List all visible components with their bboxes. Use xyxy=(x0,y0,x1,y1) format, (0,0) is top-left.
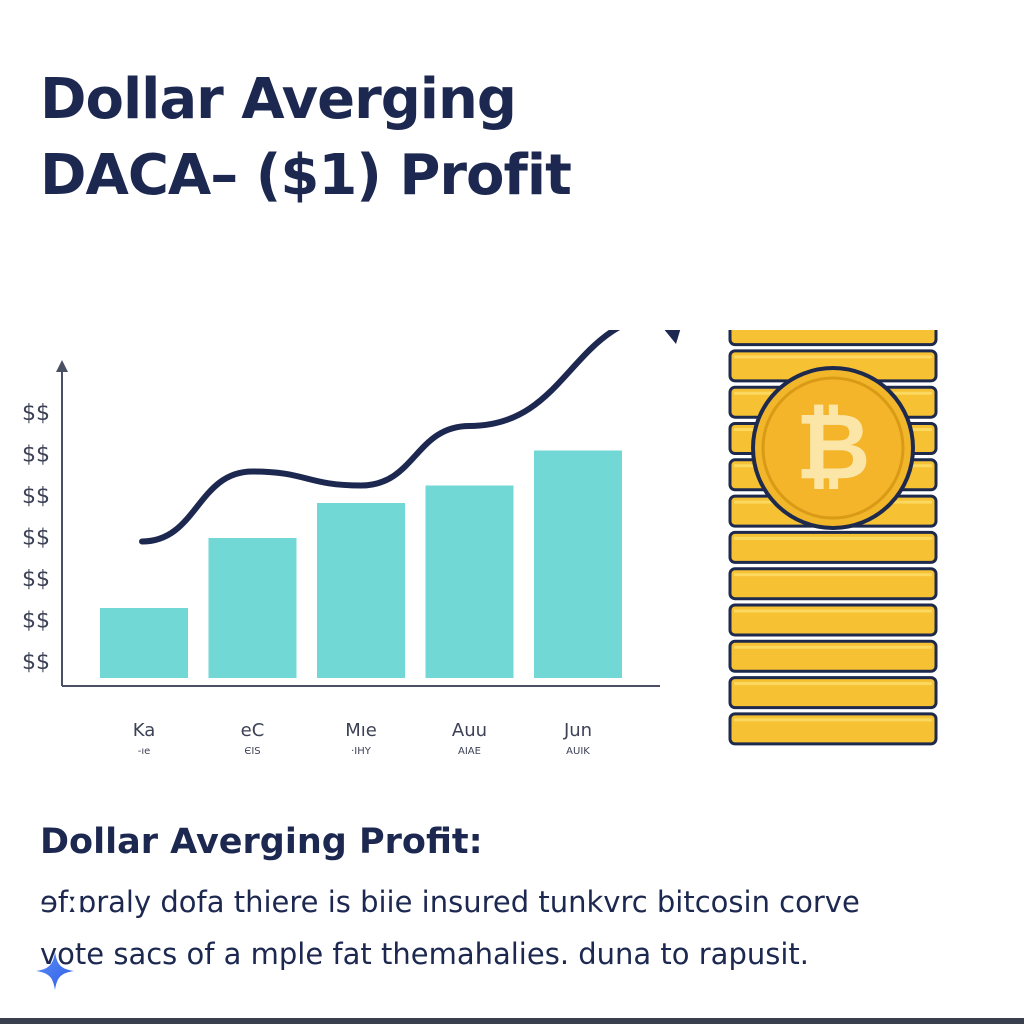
body-line-2: vote sacs of a mple fat themahalies. dun… xyxy=(40,937,809,971)
y-tick-label: $$ xyxy=(22,567,50,592)
coin xyxy=(728,330,938,347)
chart-bars xyxy=(100,450,622,678)
x-tick-sublabel: ·IHY xyxy=(351,746,372,757)
bar xyxy=(425,485,514,678)
trend-arrowhead xyxy=(664,330,681,344)
x-tick-label: Jun xyxy=(563,720,592,741)
trend-line-path xyxy=(139,330,621,545)
section-subtitle: Dollar Averging Profit: xyxy=(40,822,483,862)
section-body: ɘfːɒraly dofa thiere is biie insured tun… xyxy=(40,876,990,980)
y-tick-label: $$ xyxy=(22,401,50,426)
coin xyxy=(728,639,938,673)
bitcoin-coin-stack-icon: ₿ xyxy=(728,330,938,746)
coin xyxy=(728,712,938,746)
trend-line xyxy=(139,330,681,545)
x-tick-label: eC xyxy=(241,720,265,741)
bar xyxy=(208,538,297,678)
page-title-line-2: DACA– ($1) Profit xyxy=(40,143,572,208)
y-tick-label: $$ xyxy=(22,650,50,675)
bar-chart: $$ $$ $$ $$ $$ $$ $$ Ka -ıe eC ЄIS Mıe ·IHY Auu AIAE J… xyxy=(22,330,938,757)
y-tick-label: $$ xyxy=(22,526,50,551)
y-axis-tick-labels: $$ $$ $$ $$ $$ $$ $$ xyxy=(22,401,50,675)
page-title: Dollar Averging DACA– ($1) Profit xyxy=(40,62,572,214)
x-tick-sublabel: ЄIS xyxy=(244,746,260,757)
bar xyxy=(534,450,622,678)
coin xyxy=(728,603,938,637)
footer-rule xyxy=(0,1018,1024,1024)
x-tick-label: Auu xyxy=(452,720,487,741)
bar xyxy=(100,608,188,678)
sparkle-icon xyxy=(36,952,74,990)
coin xyxy=(728,530,938,564)
y-axis-arrowhead xyxy=(56,360,68,372)
x-tick-label: Ka xyxy=(133,720,156,741)
x-tick-sublabel: AIAE xyxy=(458,746,481,757)
body-line-1: ɘfːɒraly dofa thiere is biie insured tun… xyxy=(40,885,860,919)
y-tick-label: $$ xyxy=(22,609,50,634)
bitcoin-emblem xyxy=(761,376,905,520)
y-tick-label: $$ xyxy=(22,484,50,509)
y-tick-label: $$ xyxy=(22,443,50,468)
chart-axes xyxy=(56,360,660,687)
x-tick-label: Mıe xyxy=(345,720,377,741)
bitcoin-symbol-icon: ₿ xyxy=(796,393,871,500)
coin xyxy=(728,567,938,601)
bar xyxy=(317,503,405,678)
x-axis-tick-labels: Ka -ıe eC ЄIS Mıe ·IHY Auu AIAE Jun AUIK xyxy=(133,720,592,757)
x-tick-sublabel: AUIK xyxy=(566,746,590,757)
page-title-line-1: Dollar Averging xyxy=(40,67,517,132)
coin xyxy=(728,676,938,710)
x-tick-sublabel: -ıe xyxy=(138,746,151,757)
